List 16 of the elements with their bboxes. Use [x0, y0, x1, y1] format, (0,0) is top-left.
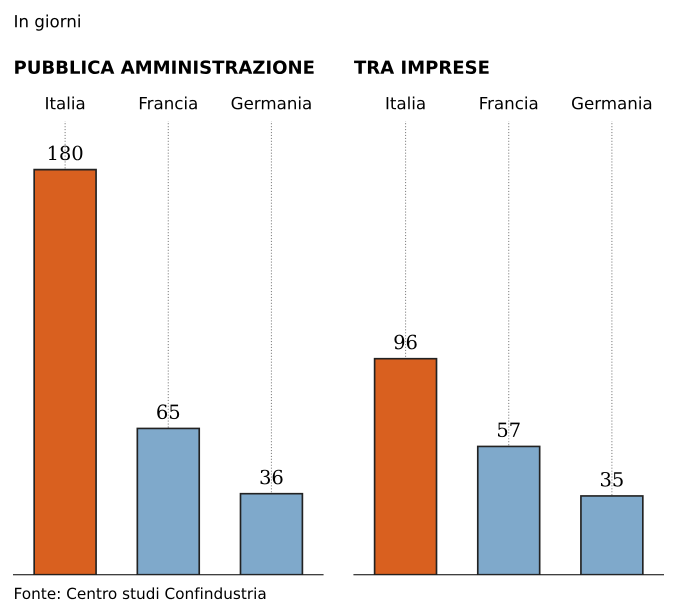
data-label: 180: [48, 146, 82, 160]
data-label: 57: [498, 422, 520, 438]
x-tick-label: Francia: [480, 96, 538, 110]
chart-title: PUBBLICA AMMINISTRAZIONE: [15, 60, 314, 74]
data-label: 36: [260, 470, 283, 484]
data-label: 96: [394, 334, 417, 350]
chart-subtitle: In giorni: [15, 14, 80, 31]
chart-title: TRA IMPRESE: [354, 60, 489, 74]
x-tick-label: Italia: [46, 96, 84, 110]
data-label: 35: [600, 472, 623, 487]
x-tick-label: Francia: [140, 96, 197, 110]
x-tick-label: Germania: [572, 96, 652, 110]
source-note: Fonte: Centro studi Confindustria: [15, 587, 266, 600]
x-tick-label: Germania: [232, 96, 311, 110]
x-tick-label: Italia: [386, 96, 425, 110]
data-label: 65: [157, 404, 180, 420]
